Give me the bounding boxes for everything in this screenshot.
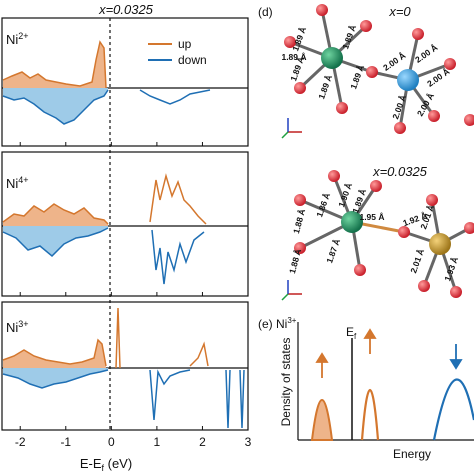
bond-label: 1.87 Å	[324, 237, 342, 264]
x-tick-label: -2	[15, 435, 26, 449]
bond-label: 1.89 Å	[348, 63, 366, 90]
structure-top-title: x=0	[388, 4, 411, 19]
panel-letter-d: (d)	[258, 5, 273, 19]
dos-up-ni2-fill	[3, 42, 106, 88]
dos-up-ni3-fill	[3, 340, 106, 368]
bond-label: 1.89 Å	[281, 52, 306, 62]
dos-down-ni4	[2, 227, 109, 258]
dos-down-ni3-cond	[149, 369, 191, 421]
structure-bottom-title: x=0.0325	[372, 164, 428, 179]
panel-letter-e: (e) Ni3+	[258, 316, 297, 331]
schematic-up-band-1	[310, 399, 334, 441]
spin-up-arrow-icon	[363, 328, 377, 354]
dos-down-ni3	[2, 369, 109, 389]
structure-top: (d) x=0 1.89 Å 1.89 Å 1.89 Å 1.89 Å 1.89…	[258, 4, 474, 139]
axis-triad-top	[281, 118, 302, 139]
ni-atom-green-bottom	[341, 211, 363, 233]
ni-atom-gold-bottom	[429, 233, 451, 255]
oxygen-atoms-top	[284, 4, 474, 134]
ni-atom-blue-top	[397, 69, 419, 91]
schematic-xlabel: Energy	[393, 447, 431, 461]
dos-down-ni2	[2, 89, 109, 125]
bond-label: 1.88 Å	[291, 208, 307, 235]
schematic-down-band	[432, 378, 474, 441]
x-axis-label: E-Ef (eV)	[80, 456, 132, 473]
dos-curves	[2, 40, 245, 429]
bond-label: 2.00 Å	[413, 42, 439, 65]
bond-label: 1.86 Å	[314, 191, 332, 218]
panel-label-ni2: Ni2+	[6, 31, 29, 47]
bond-label: 1.89 Å	[316, 73, 334, 100]
x-tick-label: 3	[245, 435, 252, 449]
structure-bottom: x=0.0325 1.88 Å 1.86 Å 1.90 Å 1.88 Å 1.8…	[281, 164, 474, 301]
dos-panel-frame-ni4	[1, 151, 249, 297]
schematic-e: (e) Ni3+ Density of states Energy Ef	[258, 316, 474, 461]
bond-label: 2.00 Å	[390, 93, 408, 120]
dos-panel-frame-ni3	[1, 301, 249, 431]
dos-panels: Ni2+ Ni4+ Ni3+ up down -2 -1 0 1 2 3 E-Ef (eV…	[1, 17, 252, 473]
spin-down-arrow-icon	[449, 344, 463, 370]
legend-down-label: down	[178, 53, 207, 67]
legend: up down	[148, 37, 207, 67]
x-axis-ticks: -2 -1 0 1 2 3	[15, 142, 252, 449]
dos-down-ni4-cond	[151, 229, 205, 285]
x-tick-label: 2	[199, 435, 206, 449]
ni-atom-green-top	[321, 47, 343, 69]
dos-down-ni3-spike1	[225, 369, 231, 429]
x-tick-label: -1	[60, 435, 71, 449]
dos-down-ni3-spike2	[239, 369, 245, 429]
dos-up-ni4	[2, 203, 109, 225]
dos-up-ni3-spike	[115, 307, 121, 369]
panel-label-ni3: Ni3+	[6, 319, 29, 335]
dos-up-ni3	[2, 338, 107, 367]
x-tick-label: 1	[154, 435, 161, 449]
bond-label: 2.01 Å	[408, 247, 426, 274]
dos-panel-frame-ni2	[1, 17, 249, 147]
bond-label: 2.00 Å	[381, 50, 407, 73]
bond-label: 2.01 Å	[418, 203, 436, 230]
oxygen-atoms-bottom	[294, 170, 474, 298]
dos-down-ni2-cond	[139, 89, 211, 105]
x-tick-label: 0	[108, 435, 115, 449]
panel-label-ni4: Ni4+	[6, 175, 29, 191]
schematic-up-band-2	[360, 388, 380, 441]
axis-triad-bottom	[281, 280, 302, 301]
dos-down-ni4-fill	[3, 226, 108, 256]
bond-label: 1.95 Å	[359, 212, 384, 222]
dos-up-ni4-cond	[149, 173, 207, 225]
dos-title: x=0.0325	[98, 2, 154, 17]
bond-label: 1.88 Å	[287, 248, 303, 275]
schematic-fermi-label: Ef	[346, 325, 357, 341]
dos-down-ni2-fill	[3, 88, 108, 124]
spin-up-arrow-icon	[315, 352, 329, 378]
schematic-ylabel: Density of states	[279, 338, 293, 427]
legend-up-label: up	[178, 37, 192, 51]
dos-up-ni2	[2, 40, 107, 89]
dos-up-ni3-cond	[189, 341, 209, 367]
